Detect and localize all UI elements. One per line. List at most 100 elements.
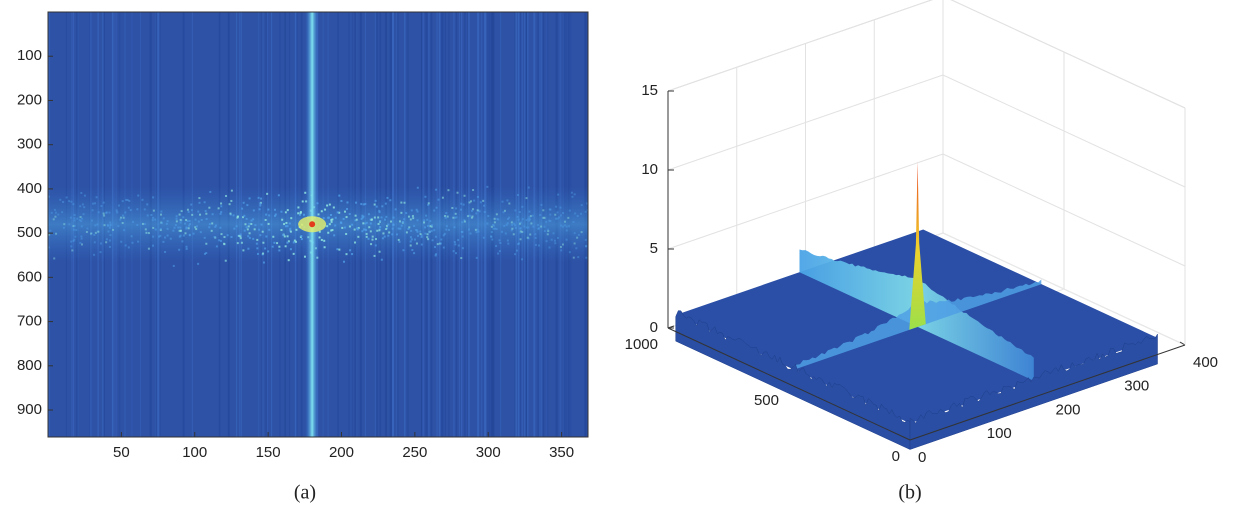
speckle (410, 238, 413, 241)
speckle (386, 196, 389, 199)
speckle (109, 224, 112, 227)
speckle (59, 198, 62, 201)
speckle (391, 233, 394, 236)
speckle (152, 244, 155, 247)
speckle (542, 216, 545, 219)
speckle (409, 218, 412, 221)
speckle (528, 216, 531, 219)
speckle (591, 195, 593, 197)
speckle (73, 217, 76, 220)
speckle (521, 230, 524, 233)
speckle (376, 229, 379, 232)
speckle (560, 224, 563, 227)
speckle (483, 204, 486, 207)
speckle (244, 223, 247, 226)
speckle (34, 216, 36, 218)
speckle (429, 220, 432, 223)
speckle (248, 236, 251, 239)
speckle (454, 252, 457, 255)
speckle (15, 245, 17, 247)
speckle (490, 225, 493, 228)
speckle (187, 210, 190, 213)
speckle (220, 211, 223, 214)
speckle (331, 218, 334, 221)
speckle (537, 227, 540, 230)
speckle (137, 240, 140, 243)
speckle (468, 201, 471, 204)
speckle (334, 216, 337, 219)
speckle (273, 208, 276, 211)
speckle (268, 214, 271, 217)
speckle (490, 235, 493, 238)
speckle (570, 191, 573, 194)
speckle (377, 222, 380, 225)
speckle (37, 220, 39, 222)
y-tick-label: 400 (17, 180, 42, 197)
speckle (327, 231, 330, 234)
speckle (537, 224, 540, 227)
speckle (492, 227, 495, 230)
x-tick (1179, 341, 1186, 346)
speckle (545, 220, 548, 223)
speckle (470, 216, 473, 219)
speckle (407, 215, 410, 218)
speckle (373, 254, 376, 257)
x-tick-label: 250 (402, 444, 427, 461)
x-tick-label: 300 (1124, 378, 1149, 395)
speckle (160, 210, 163, 213)
speckle (204, 209, 207, 212)
speckle (205, 242, 208, 245)
speckle (184, 232, 187, 235)
speckle (461, 235, 464, 238)
speckle (556, 217, 559, 220)
speckle (96, 230, 99, 233)
speckle (108, 239, 111, 242)
speckle (445, 228, 448, 231)
speckle (258, 228, 261, 231)
heatmap-image (15, 12, 593, 437)
speckle (413, 224, 416, 227)
speckle (521, 205, 524, 208)
speckle (508, 216, 511, 219)
speckle (513, 222, 516, 225)
speckle (584, 210, 587, 213)
speckle (420, 234, 423, 237)
speckle (54, 215, 57, 218)
speckle (129, 209, 132, 212)
speckle (375, 205, 378, 208)
speckle (506, 222, 509, 225)
speckle (248, 232, 251, 235)
speckle (427, 238, 430, 241)
speckle (532, 225, 535, 228)
speckle (223, 242, 226, 245)
speckle (409, 236, 412, 239)
speckle (90, 219, 93, 222)
speckle (415, 242, 418, 245)
speckle (467, 215, 470, 218)
speckle (46, 233, 48, 235)
speckle (416, 219, 419, 222)
x-tick-label: 100 (182, 444, 207, 461)
speckle (419, 230, 422, 233)
speckle (57, 213, 60, 216)
speckle (198, 201, 201, 204)
speckle (495, 213, 498, 216)
speckle (281, 218, 284, 221)
speckle (258, 208, 261, 211)
speckle (434, 254, 437, 257)
speckle (552, 232, 555, 235)
speckle (127, 206, 130, 209)
speckle (164, 251, 167, 254)
speckle (371, 235, 374, 238)
speckle (385, 228, 388, 231)
speckle (586, 202, 588, 205)
speckle (543, 216, 546, 219)
speckle (162, 240, 165, 243)
speckle (487, 215, 490, 218)
speckle (420, 243, 423, 246)
speckle (264, 218, 267, 221)
speckle (85, 230, 88, 233)
speckle (262, 252, 265, 255)
speckle (463, 220, 466, 223)
speckle (326, 225, 329, 228)
